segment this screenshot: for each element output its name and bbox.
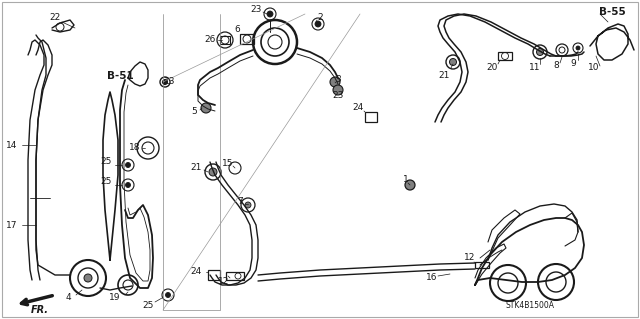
- Text: 10: 10: [588, 63, 600, 72]
- Text: 1: 1: [403, 175, 409, 184]
- Circle shape: [576, 46, 580, 50]
- Text: 25: 25: [100, 158, 112, 167]
- Text: 7: 7: [237, 197, 243, 206]
- Bar: [365, 112, 377, 122]
- Text: 5: 5: [191, 108, 197, 116]
- Text: 8: 8: [553, 62, 559, 70]
- Circle shape: [84, 274, 92, 282]
- Text: FR.: FR.: [31, 305, 49, 315]
- Circle shape: [449, 58, 456, 65]
- Text: 11: 11: [529, 63, 541, 72]
- Text: 15: 15: [222, 160, 234, 168]
- Circle shape: [267, 11, 273, 17]
- Circle shape: [315, 21, 321, 27]
- Text: 20: 20: [486, 63, 498, 72]
- Circle shape: [201, 103, 211, 113]
- Text: 22: 22: [49, 13, 61, 23]
- Text: 21: 21: [190, 164, 202, 173]
- Circle shape: [209, 168, 217, 176]
- Circle shape: [166, 293, 170, 298]
- Text: 23: 23: [332, 91, 344, 100]
- Text: 12: 12: [464, 254, 476, 263]
- Circle shape: [125, 162, 131, 167]
- Bar: [240, 34, 254, 44]
- Text: 2: 2: [317, 13, 323, 23]
- Text: 24: 24: [190, 268, 202, 277]
- Circle shape: [333, 85, 343, 95]
- Text: 16: 16: [426, 273, 438, 283]
- Circle shape: [405, 180, 415, 190]
- Circle shape: [536, 48, 543, 56]
- Text: 25: 25: [142, 300, 154, 309]
- Text: 6: 6: [234, 26, 240, 34]
- Circle shape: [245, 202, 251, 208]
- Bar: [226, 272, 244, 280]
- Circle shape: [330, 77, 340, 87]
- Text: 26: 26: [204, 35, 216, 44]
- Text: 18: 18: [129, 144, 141, 152]
- Text: 3: 3: [335, 76, 341, 85]
- Text: 4: 4: [65, 293, 71, 302]
- Text: 19: 19: [109, 293, 121, 302]
- Text: 9: 9: [570, 60, 576, 69]
- Text: 14: 14: [6, 140, 18, 150]
- Text: 13: 13: [164, 78, 176, 86]
- Bar: [208, 270, 220, 280]
- Bar: [220, 36, 230, 44]
- Text: 21: 21: [438, 70, 450, 79]
- Bar: [498, 52, 512, 60]
- Text: 24: 24: [353, 103, 364, 113]
- Text: STK4B1500A: STK4B1500A: [506, 300, 554, 309]
- Text: 25: 25: [100, 177, 112, 187]
- Text: B-51: B-51: [107, 71, 133, 81]
- Text: 12: 12: [218, 278, 230, 286]
- Text: 17: 17: [6, 220, 18, 229]
- Circle shape: [163, 79, 168, 85]
- Text: B-55: B-55: [598, 7, 625, 17]
- Text: 23: 23: [250, 5, 262, 14]
- Circle shape: [125, 182, 131, 188]
- Bar: [475, 262, 489, 268]
